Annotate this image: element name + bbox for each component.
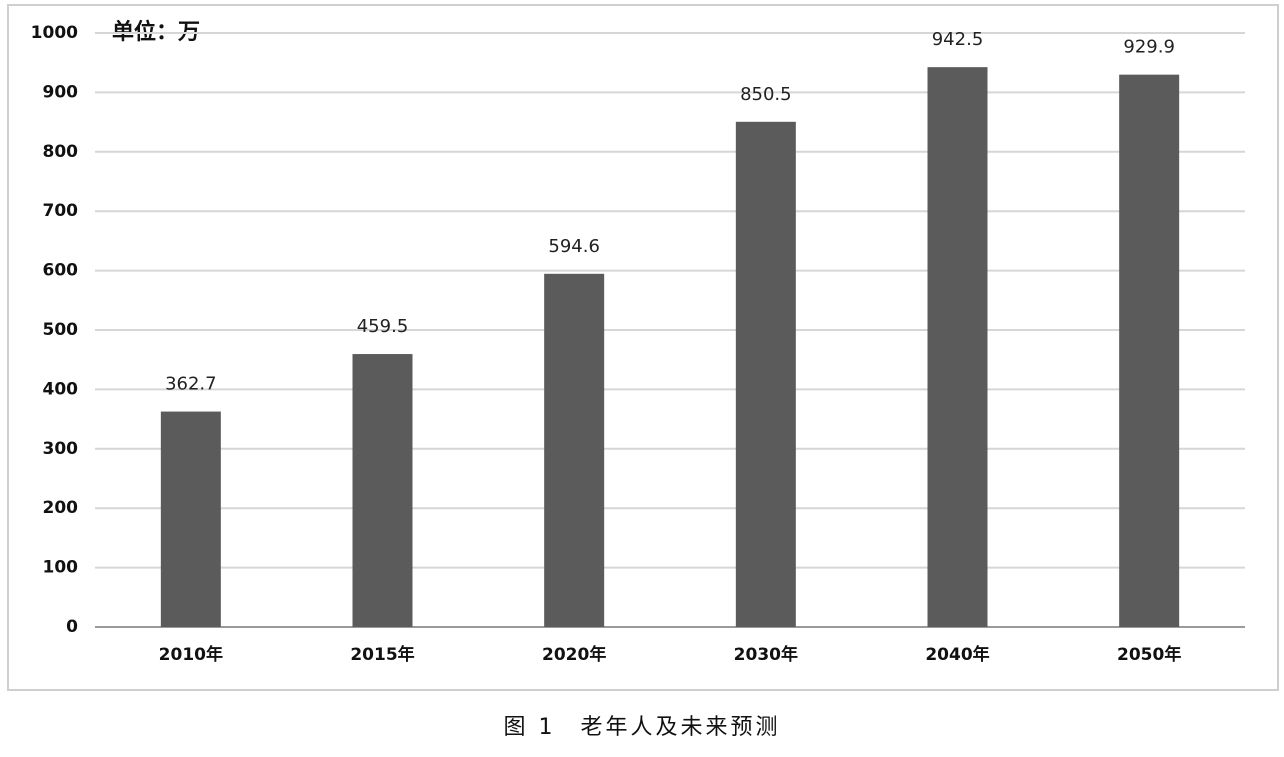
bar bbox=[735, 121, 796, 627]
value-label: 850.5 bbox=[740, 84, 792, 105]
bar bbox=[1119, 74, 1180, 627]
x-tick-label: 2010年 bbox=[159, 644, 223, 665]
y-tick-label: 1000 bbox=[31, 23, 78, 43]
x-tick-label: 2030年 bbox=[734, 644, 798, 665]
y-tick-label: 300 bbox=[43, 439, 79, 459]
x-tick-label: 2040年 bbox=[925, 644, 989, 665]
bar bbox=[352, 354, 413, 627]
y-tick-label: 900 bbox=[43, 82, 79, 102]
y-tick-label: 400 bbox=[43, 379, 79, 399]
y-tick-label: 600 bbox=[43, 261, 79, 281]
bar bbox=[160, 411, 221, 627]
y-tick-label: 700 bbox=[43, 201, 79, 221]
y-tick-label: 0 bbox=[66, 617, 78, 637]
y-tick-label: 200 bbox=[43, 498, 79, 518]
value-label: 594.6 bbox=[548, 236, 600, 257]
figure-caption: 图 1 老年人及未来预测 bbox=[504, 715, 781, 740]
x-tick-label: 2020年 bbox=[542, 644, 606, 665]
value-label: 929.9 bbox=[1123, 37, 1175, 58]
value-label: 942.5 bbox=[932, 29, 984, 50]
y-tick-label: 500 bbox=[43, 320, 79, 340]
y-tick-label: 100 bbox=[43, 558, 79, 578]
value-label: 362.7 bbox=[165, 374, 217, 395]
bar bbox=[927, 67, 988, 627]
x-tick-label: 2015年 bbox=[350, 644, 414, 665]
value-label: 459.5 bbox=[357, 316, 409, 337]
bar bbox=[544, 273, 605, 627]
y-tick-label: 800 bbox=[43, 142, 79, 162]
x-tick-label: 2050年 bbox=[1117, 644, 1181, 665]
